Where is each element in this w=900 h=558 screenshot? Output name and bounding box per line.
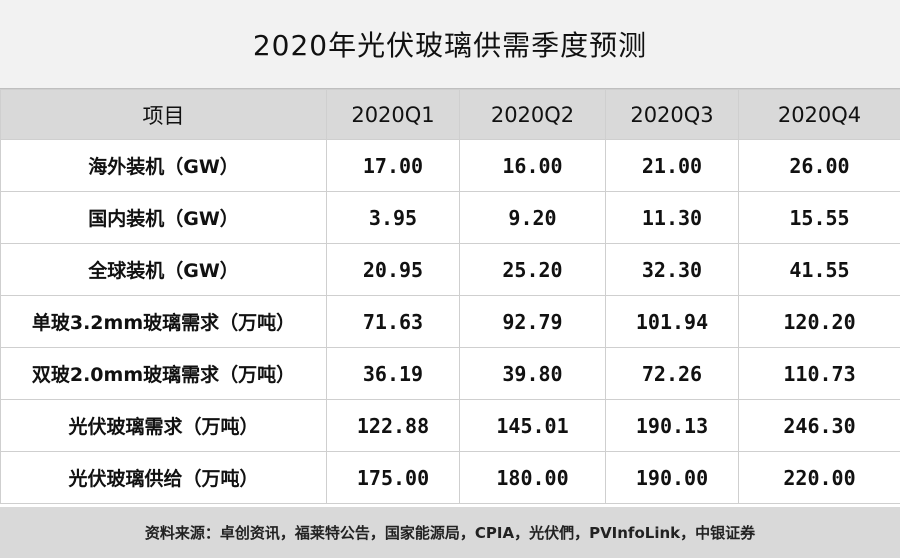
cell-value: 110.73 [738,347,900,400]
source-note: 资料来源：卓创资讯，福莱特公告，国家能源局，CPIA，光伏們，PVInfoLin… [0,507,900,558]
cell-value: 120.20 [738,295,900,348]
cell-value: 71.63 [326,295,460,348]
cell-value: 32.30 [605,243,739,296]
cell-value: 190.13 [605,399,739,452]
cell-value: 26.00 [738,139,900,192]
table-row: 海外装机（GW） 17.00 16.00 21.00 26.00 [0,139,900,192]
cell-value: 36.19 [326,347,460,400]
cell-value: 246.30 [738,399,900,452]
header-row: 项目 2020Q1 2020Q2 2020Q3 2020Q4 [0,89,900,140]
cell-value: 3.95 [326,191,460,244]
cell-value: 9.20 [459,191,606,244]
cell-value: 21.00 [605,139,739,192]
title-bar: 2020年光伏玻璃供需季度预测 [0,0,900,89]
forecast-table: 项目 2020Q1 2020Q2 2020Q3 2020Q4 海外装机（GW） … [0,89,900,504]
table-row: 国内装机（GW） 3.95 9.20 11.30 15.55 [0,191,900,244]
cell-value: 17.00 [326,139,460,192]
cell-value: 175.00 [326,451,460,504]
header-q4: 2020Q4 [738,89,900,140]
cell-value: 39.80 [459,347,606,400]
table-row: 双玻2.0mm玻璃需求（万吨） 36.19 39.80 72.26 110.73 [0,347,900,400]
cell-value: 92.79 [459,295,606,348]
row-label: 国内装机（GW） [0,191,327,244]
table-row: 光伏玻璃需求（万吨） 122.88 145.01 190.13 246.30 [0,399,900,452]
cell-value: 20.95 [326,243,460,296]
cell-value: 220.00 [738,451,900,504]
cell-value: 11.30 [605,191,739,244]
cell-value: 16.00 [459,139,606,192]
cell-value: 25.20 [459,243,606,296]
table-row: 单玻3.2mm玻璃需求（万吨） 71.63 92.79 101.94 120.2… [0,295,900,348]
row-label: 海外装机（GW） [0,139,327,192]
table-row: 全球装机（GW） 20.95 25.20 32.30 41.55 [0,243,900,296]
header-item: 项目 [0,89,327,140]
header-q2: 2020Q2 [459,89,606,140]
row-label: 单玻3.2mm玻璃需求（万吨） [0,295,327,348]
cell-value: 101.94 [605,295,739,348]
cell-value: 72.26 [605,347,739,400]
row-label: 光伏玻璃供给（万吨） [0,451,327,504]
row-label: 双玻2.0mm玻璃需求（万吨） [0,347,327,400]
row-label: 全球装机（GW） [0,243,327,296]
cell-value: 145.01 [459,399,606,452]
cell-value: 41.55 [738,243,900,296]
cell-value: 180.00 [459,451,606,504]
cell-value: 190.00 [605,451,739,504]
table-row: 光伏玻璃供给（万吨） 175.00 180.00 190.00 220.00 [0,451,900,504]
row-label: 光伏玻璃需求（万吨） [0,399,327,452]
source-text: 资料来源：卓创资讯，福莱特公告，国家能源局，CPIA，光伏們，PVInfoLin… [144,524,756,542]
header-q1: 2020Q1 [326,89,460,140]
table-title: 2020年光伏玻璃供需季度预测 [252,29,648,62]
header-q3: 2020Q3 [605,89,739,140]
cell-value: 122.88 [326,399,460,452]
cell-value: 15.55 [738,191,900,244]
